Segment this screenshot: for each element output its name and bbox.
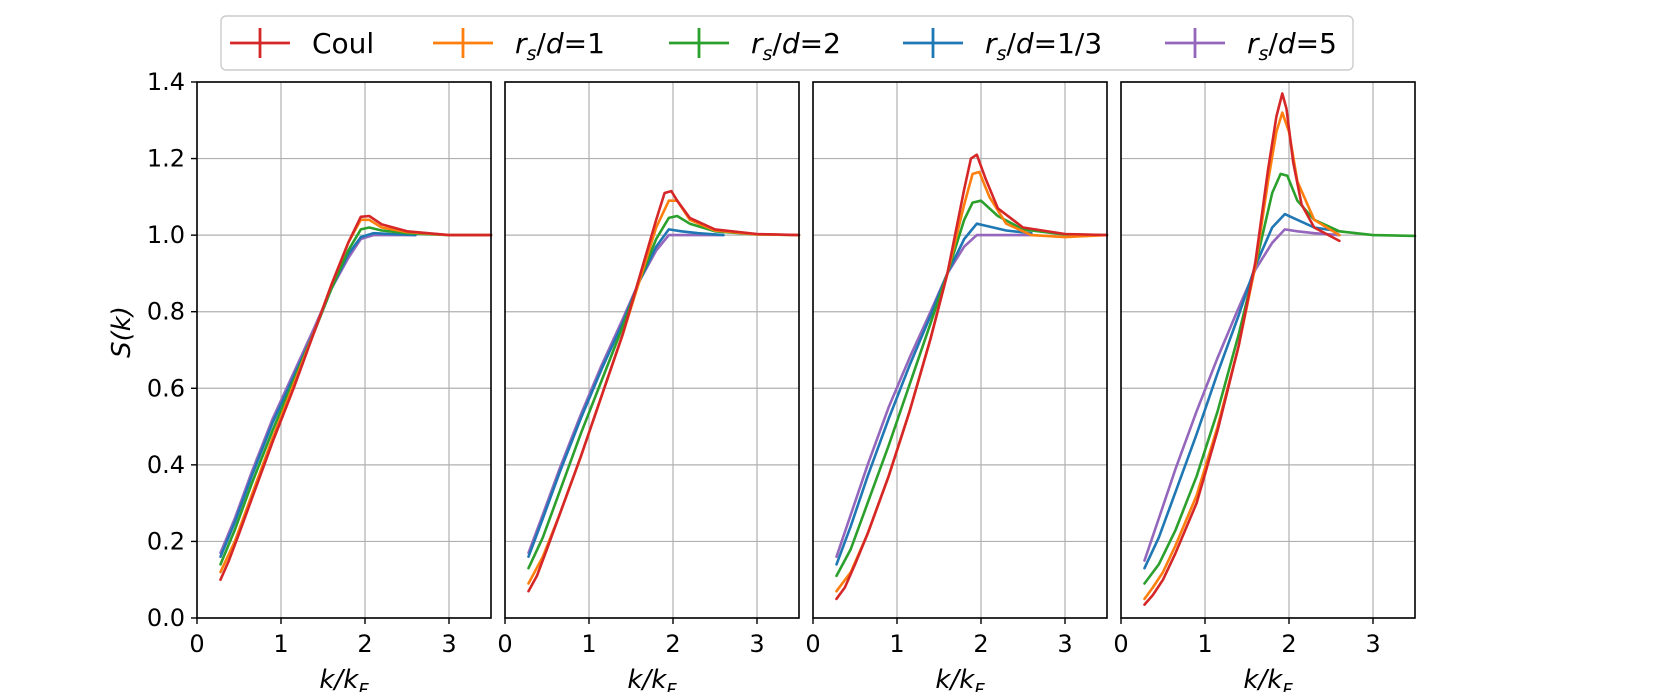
x-tick-label: 2	[1281, 630, 1296, 658]
panel-frame	[196, 81, 492, 619]
panel-grid	[196, 81, 491, 619]
x-axis-label: k/kF	[935, 665, 985, 692]
series-line-rs5	[1143, 228, 1341, 562]
y-tick-label: 1.2	[147, 145, 185, 173]
panel-4: 0 1 2 3 k/kF	[1113, 81, 1417, 692]
legend-box	[220, 15, 1354, 71]
panel-frame	[1120, 81, 1416, 619]
panel-series	[835, 153, 1109, 601]
panel-2: 0 1 2 3 k/kF	[497, 81, 801, 692]
y-tick-label: 0.6	[147, 374, 185, 402]
legend-entry-coul: Coul	[230, 27, 374, 60]
x-tick-label: 3	[441, 630, 456, 658]
panels-layer: 0 1 2 3 k/kF 0.0 0.2 0.4 0.6 0.8 1.0 1.2 1.4 0 1 2 3 k/kF…	[147, 68, 1417, 692]
panel-frame	[504, 81, 800, 619]
x-tick-label: 2	[665, 630, 680, 658]
legend-label: rs/d=2	[751, 27, 841, 65]
panel-series	[1143, 92, 1417, 606]
x-tick-label: 0	[497, 630, 512, 658]
legend-entry-rs2: rs/d=2	[669, 27, 841, 65]
panel-series	[219, 214, 493, 582]
x-tick-label: 1	[581, 630, 596, 658]
series-line-rs2	[835, 199, 1109, 578]
legend-label: rs/d=1	[515, 27, 605, 65]
y-axis-label: S(k)	[107, 306, 137, 358]
legend-entry-rs5: rs/d=5	[1165, 27, 1337, 65]
x-tick-label: 2	[973, 630, 988, 658]
panel-1: 0 1 2 3 k/kF 0.0 0.2 0.4 0.6 0.8 1.0 1.2 1.4	[147, 68, 493, 692]
panel-series	[527, 189, 801, 593]
y-tick-label: 0.4	[147, 451, 185, 479]
x-tick-label: 3	[1057, 630, 1072, 658]
x-tick-label: 3	[749, 630, 764, 658]
series-line-rs5	[527, 233, 725, 555]
legend-label: rs/d=1/3	[985, 27, 1102, 65]
x-axis-label: k/kF	[627, 665, 677, 692]
legend-entry-rs1: rs/d=1	[433, 27, 605, 65]
legend-label: Coul	[312, 27, 374, 60]
panel-grid	[812, 81, 1107, 619]
x-tick-label: 1	[1197, 630, 1212, 658]
x-tick-label: 1	[273, 630, 288, 658]
y-tick-label: 1.4	[147, 68, 185, 96]
series-line-rs13	[835, 222, 1033, 566]
legend-label: rs/d=5	[1247, 27, 1337, 65]
legend-entry-rs13: rs/d=1/3	[903, 27, 1102, 65]
y-tick-label: 0.8	[147, 298, 185, 326]
series-line-rs2	[219, 226, 493, 566]
x-tick-label: 3	[1365, 630, 1380, 658]
x-tick-label: 0	[189, 630, 204, 658]
legend: Coul rs/d=1 rs/d=2 rs/d=1/3 rs/d=5	[220, 15, 1354, 71]
series-line-coul	[527, 189, 801, 593]
series-line-rs13	[527, 228, 725, 559]
series-line-rs13	[1143, 212, 1341, 570]
series-line-rs2	[527, 214, 801, 570]
y-tick-label: 1.0	[147, 221, 185, 249]
series-line-coul	[1143, 92, 1341, 606]
x-tick-label: 0	[1113, 630, 1128, 658]
panel-frame	[812, 81, 1108, 619]
series-line-rs1	[219, 218, 493, 574]
x-axis-label: k/kF	[319, 665, 369, 692]
y-tick-label: 0.2	[147, 527, 185, 555]
y-tick-label: 0.0	[147, 604, 185, 632]
panel-3: 0 1 2 3 k/kF	[805, 81, 1109, 692]
x-tick-label: 2	[357, 630, 372, 658]
series-line-coul	[219, 214, 493, 582]
series-line-coul	[835, 153, 1109, 601]
x-tick-label: 0	[805, 630, 820, 658]
x-tick-label: 1	[889, 630, 904, 658]
series-line-rs1	[527, 199, 801, 585]
series-line-rs2	[1143, 172, 1417, 585]
series-line-rs1	[1143, 111, 1341, 601]
x-axis-label: k/kF	[1243, 665, 1293, 692]
